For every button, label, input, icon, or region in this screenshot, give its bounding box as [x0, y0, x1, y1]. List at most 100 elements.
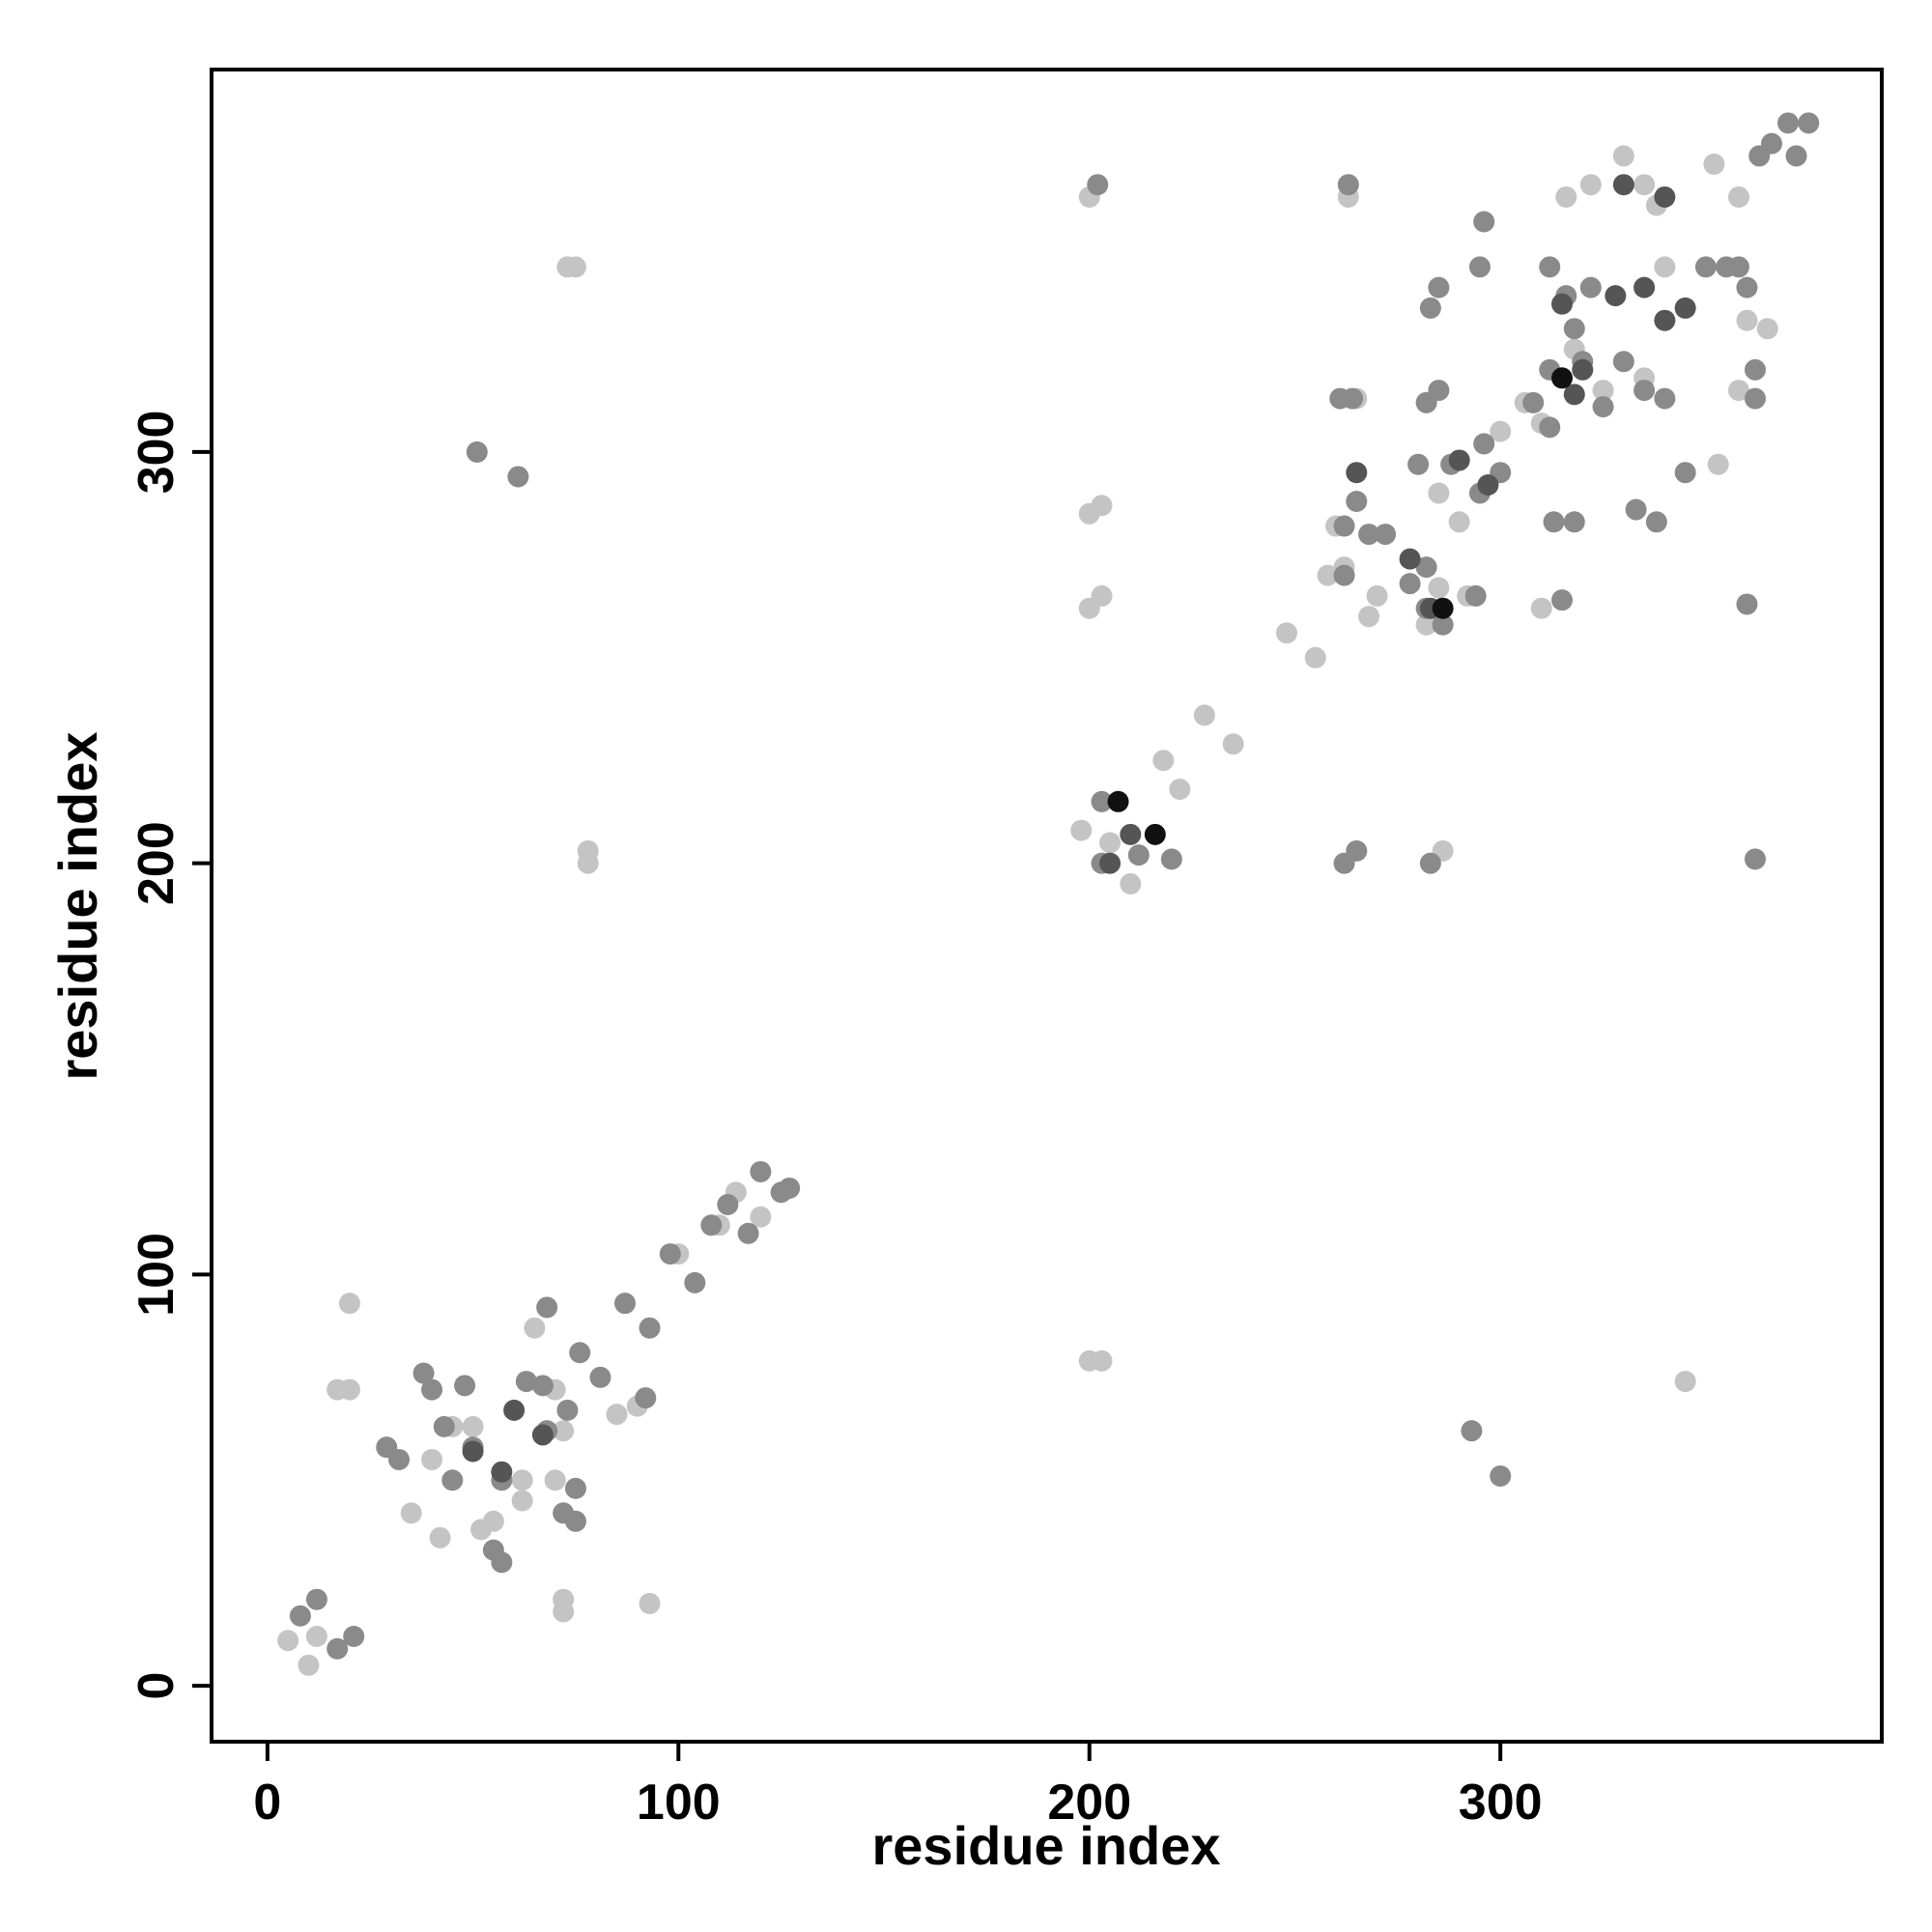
- point: [429, 1526, 451, 1548]
- point: [589, 1366, 611, 1388]
- point: [1193, 704, 1215, 726]
- point: [503, 1399, 526, 1421]
- point: [1612, 351, 1634, 373]
- point: [1346, 491, 1368, 513]
- point: [1551, 589, 1574, 611]
- point: [1428, 482, 1450, 504]
- point: [1654, 256, 1676, 278]
- point: [1070, 819, 1093, 841]
- point: [1152, 750, 1175, 772]
- point: [1592, 396, 1614, 418]
- point: [531, 1424, 554, 1446]
- y-tick-label: 200: [128, 821, 185, 905]
- point: [462, 1440, 484, 1463]
- point: [454, 1375, 476, 1397]
- point: [1448, 511, 1470, 533]
- point: [556, 1399, 579, 1421]
- point: [1654, 387, 1676, 410]
- point: [1464, 584, 1487, 607]
- point: [1399, 573, 1421, 595]
- point: [750, 1160, 772, 1182]
- point: [779, 1177, 801, 1199]
- point: [1144, 823, 1166, 845]
- point: [1107, 790, 1129, 812]
- point: [1654, 185, 1676, 208]
- point: [470, 1519, 493, 1541]
- point: [1727, 185, 1749, 208]
- point: [507, 466, 529, 488]
- point: [1694, 256, 1717, 278]
- point: [338, 1378, 360, 1401]
- point: [1346, 462, 1368, 484]
- point: [1428, 577, 1450, 599]
- point: [1333, 515, 1355, 537]
- x-axis-label: residue index: [871, 1815, 1220, 1876]
- point: [412, 1362, 435, 1384]
- point: [1346, 839, 1368, 862]
- point: [1612, 174, 1634, 196]
- point: [1432, 597, 1454, 619]
- point: [639, 1592, 661, 1614]
- point: [524, 1317, 546, 1339]
- point: [277, 1630, 299, 1652]
- point: [659, 1243, 681, 1265]
- point: [1490, 1464, 1512, 1487]
- point: [564, 1510, 586, 1532]
- point: [553, 1420, 575, 1442]
- point: [298, 1654, 320, 1676]
- point: [606, 1404, 628, 1426]
- point: [433, 1415, 455, 1437]
- point: [1760, 132, 1782, 155]
- point: [1744, 848, 1766, 870]
- x-tick-label: 300: [1459, 1775, 1543, 1831]
- point: [1654, 309, 1676, 331]
- point: [343, 1626, 365, 1648]
- point: [1605, 285, 1627, 307]
- point: [577, 852, 599, 874]
- point: [1477, 473, 1499, 496]
- point: [1087, 174, 1109, 196]
- point: [511, 1490, 533, 1512]
- point: [1579, 276, 1602, 298]
- point: [1563, 318, 1585, 340]
- point: [1419, 297, 1441, 319]
- point: [1736, 309, 1758, 331]
- point: [327, 1637, 349, 1660]
- point: [1468, 256, 1491, 278]
- point: [466, 440, 488, 463]
- point: [1563, 384, 1585, 406]
- point: [544, 1469, 566, 1492]
- point: [1563, 511, 1585, 533]
- x-tick-label: 0: [253, 1775, 281, 1831]
- point: [1727, 256, 1749, 278]
- point: [1091, 584, 1113, 607]
- point: [289, 1605, 311, 1627]
- point: [1634, 276, 1656, 298]
- y-tick-label: 0: [128, 1672, 185, 1700]
- point: [1419, 852, 1441, 874]
- point: [1625, 498, 1647, 521]
- point: [1798, 112, 1820, 134]
- point: [1317, 564, 1339, 586]
- y-axis-label: residue index: [47, 731, 108, 1080]
- point: [1707, 453, 1729, 475]
- point: [1555, 185, 1577, 208]
- point: [1612, 145, 1634, 167]
- x-tick-label: 100: [637, 1775, 721, 1831]
- point: [569, 1342, 591, 1364]
- point: [1572, 358, 1594, 381]
- point: [531, 1375, 554, 1397]
- point: [1756, 318, 1778, 340]
- point: [1727, 380, 1749, 402]
- point: [1674, 297, 1696, 319]
- point: [1490, 420, 1512, 442]
- point: [1530, 597, 1552, 619]
- point: [388, 1448, 411, 1470]
- point: [1736, 593, 1758, 615]
- point: [305, 1626, 327, 1648]
- point: [700, 1214, 723, 1236]
- point: [1091, 790, 1113, 812]
- point: [1091, 495, 1113, 517]
- point: [1645, 511, 1667, 533]
